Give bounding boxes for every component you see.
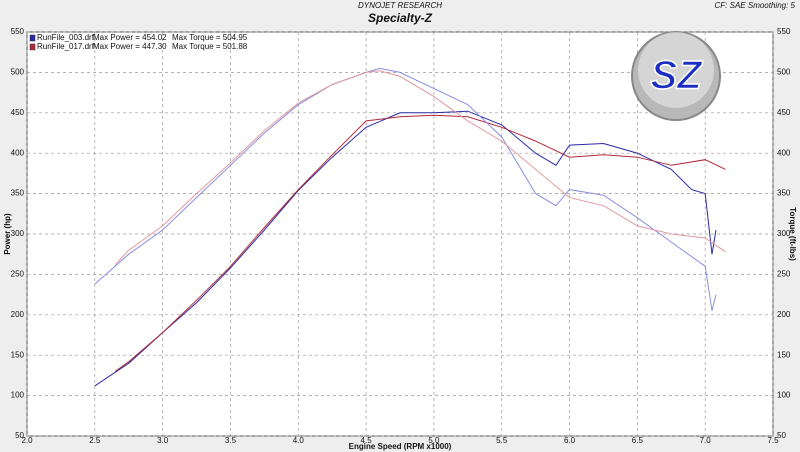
- y2-tick-label: 450: [777, 108, 791, 117]
- y2-tick-label: 400: [777, 148, 791, 157]
- y-tick-label: 350: [11, 189, 25, 198]
- x-tick-label: 7.5: [767, 436, 779, 445]
- logo-text: SZ: [650, 54, 703, 98]
- y-tick-label: 500: [11, 68, 25, 77]
- y2-axis-label: Torque (ft-lbs): [788, 207, 797, 261]
- y2-tick-label: 50: [777, 431, 786, 440]
- y2-tick-label: 200: [777, 310, 791, 319]
- y-tick-label: 250: [11, 270, 25, 279]
- x-tick-label: 5.0: [428, 436, 440, 445]
- x-tick-label: 3.0: [157, 436, 169, 445]
- y-tick-label: 300: [11, 229, 25, 238]
- x-axis-label: Engine Speed (RPM x1000): [349, 442, 452, 451]
- corner-note: CF: SAE Smoothing: 5: [715, 1, 796, 10]
- legend-power: Max Power = 454.02: [93, 33, 167, 42]
- y-tick-label: 50: [15, 431, 24, 440]
- x-tick-label: 2.0: [21, 436, 33, 445]
- y-tick-label: 100: [11, 391, 25, 400]
- series-line: [94, 110, 717, 387]
- series-line: [94, 67, 717, 311]
- legend-swatch: [29, 43, 36, 51]
- chart-title: Specialty-Z: [368, 11, 433, 25]
- x-tick-label: 4.5: [361, 436, 373, 445]
- x-tick-label: 7.0: [700, 436, 712, 445]
- legend-swatch: [29, 34, 36, 42]
- series-line: [114, 114, 726, 372]
- x-tick-label: 5.5: [496, 436, 508, 445]
- y2-tick-label: 300: [777, 229, 791, 238]
- logo: SZ: [631, 31, 721, 121]
- y2-tick-label: 250: [777, 270, 791, 279]
- x-tick-label: 6.5: [632, 436, 644, 445]
- y-tick-label: 150: [11, 350, 25, 359]
- x-tick-label: 6.0: [564, 436, 576, 445]
- y2-tick-label: 150: [777, 350, 791, 359]
- y-tick-label: 450: [11, 108, 25, 117]
- legend-torque: Max Torque = 501.88: [172, 42, 248, 51]
- x-tick-label: 2.5: [89, 436, 101, 445]
- x-tick-label: 4.0: [293, 436, 305, 445]
- logo-shine: [638, 32, 714, 108]
- y2-tick-label: 550: [777, 27, 791, 36]
- x-tick-label: 3.5: [225, 436, 237, 445]
- y2-tick-label: 350: [777, 189, 791, 198]
- y2-tick-label: 500: [777, 68, 791, 77]
- legend-torque: Max Torque = 504.95: [172, 33, 248, 42]
- y-tick-label: 200: [11, 310, 25, 319]
- y2-tick-label: 100: [777, 391, 791, 400]
- series-line: [114, 70, 726, 266]
- y-tick-label: 400: [11, 148, 25, 157]
- y-tick-label: 550: [11, 27, 25, 36]
- legend-power: Max Power = 447.30: [93, 42, 167, 51]
- y-axis-label: Power (hp): [3, 213, 12, 255]
- header: DYNOJET RESEARCH: [358, 1, 442, 10]
- legend-file: RunFile_003.drf: [37, 33, 95, 42]
- legend-file: RunFile_017.drf: [37, 42, 95, 51]
